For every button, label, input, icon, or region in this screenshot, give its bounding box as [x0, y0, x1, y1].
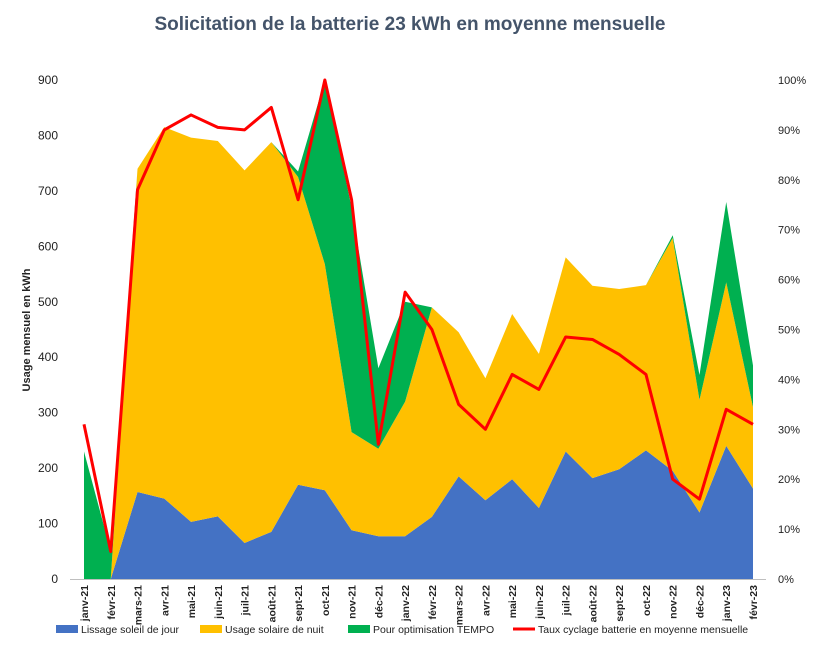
- y-tick-label: 900: [38, 73, 58, 87]
- line-series-taux: [82, 78, 754, 554]
- legend-label: Taux cyclage batterie en moyenne mensuel…: [538, 624, 748, 636]
- x-tick-label: nov-22: [668, 585, 680, 619]
- y2-tick-label: 10%: [778, 524, 800, 536]
- y-tick-label: 200: [38, 461, 58, 475]
- x-tick-label: févr-21: [106, 585, 118, 620]
- legend-swatch: [348, 625, 370, 633]
- legend-label: Lissage soleil de jour: [81, 624, 180, 636]
- legend-swatch: [200, 625, 222, 633]
- y2-tick-label: 20%: [778, 474, 800, 486]
- y2-tick-label: 0%: [778, 574, 794, 586]
- y-tick-label: 700: [38, 184, 58, 198]
- x-tick-label: août-21: [266, 585, 278, 623]
- y-tick-label: 0: [51, 572, 58, 586]
- x-tick-label: sept-21: [293, 585, 305, 622]
- x-tick-label: janv-21: [79, 585, 91, 622]
- legend-entry-3: Pour optimisation TEMPO: [348, 624, 494, 636]
- chart-title: Solicitation de la batterie 23 kWh en mo…: [154, 14, 665, 35]
- area-series-1: [84, 445, 753, 579]
- x-tick-label: nov-21: [347, 585, 359, 619]
- legend-entry-4: Taux cyclage batterie en moyenne mensuel…: [513, 624, 748, 636]
- y-tick-label: 800: [38, 128, 58, 142]
- x-tick-label: juil-21: [240, 585, 252, 617]
- y2-tick-label: 100%: [778, 75, 806, 87]
- x-tick-label: avr-22: [480, 585, 492, 616]
- x-tick-label: oct-22: [641, 585, 653, 616]
- x-tick-label: sept-22: [614, 585, 626, 622]
- area-series-2: [84, 127, 753, 579]
- legend-entry-1: Lissage soleil de jour: [56, 624, 180, 636]
- x-tick-label: mai-22: [507, 585, 519, 618]
- y-tick-label: 400: [38, 350, 58, 364]
- y2-tick-label: 60%: [778, 275, 800, 287]
- y-tick-label: 100: [38, 517, 58, 531]
- legend-label: Pour optimisation TEMPO: [373, 624, 494, 636]
- y-tick-label: 500: [38, 295, 58, 309]
- area-series-3: [84, 80, 753, 579]
- x-tick-label: févr-23: [748, 585, 760, 620]
- plot-area: [82, 78, 754, 579]
- x-tick-label: juin-21: [213, 585, 225, 620]
- x-tick-label: janv-22: [400, 585, 412, 622]
- y2-tick-label: 80%: [778, 175, 800, 187]
- axes: 0 100 200 300 400 500 600 700 800 900 0% 10% 20% 30% 4…: [38, 73, 806, 625]
- x-tick-label: mai-21: [186, 585, 198, 618]
- x-tick-label: janv-23: [721, 585, 733, 622]
- y-axis-title: Usage mensuel en kWh: [21, 268, 33, 391]
- x-tick-label: févr-22: [427, 585, 439, 620]
- x-tick-label: déc-21: [373, 585, 385, 618]
- y-tick-label: 300: [38, 406, 58, 420]
- x-tick-label: mars-21: [133, 585, 145, 625]
- y2-tick-label: 90%: [778, 125, 800, 137]
- y2-tick-label: 30%: [778, 424, 800, 436]
- y2-tick-label: 70%: [778, 225, 800, 237]
- x-tick-label: mars-22: [454, 585, 466, 625]
- y2-tick-label: 40%: [778, 374, 800, 386]
- x-tick-label: oct-21: [320, 585, 332, 616]
- x-tick-label: août-22: [587, 585, 599, 623]
- y2-tick-label: 50%: [778, 325, 800, 337]
- legend: Lissage soleil de jour Usage solaire de n…: [56, 624, 748, 636]
- legend-label: Usage solaire de nuit: [225, 624, 324, 636]
- legend-entry-2: Usage solaire de nuit: [200, 624, 324, 636]
- x-tick-label: juil-22: [561, 585, 573, 617]
- x-tick-label: avr-21: [159, 585, 171, 616]
- y-tick-label: 600: [38, 239, 58, 253]
- x-tick-label: déc-22: [694, 585, 706, 618]
- legend-swatch: [56, 625, 78, 633]
- x-tick-label: juin-22: [534, 585, 546, 620]
